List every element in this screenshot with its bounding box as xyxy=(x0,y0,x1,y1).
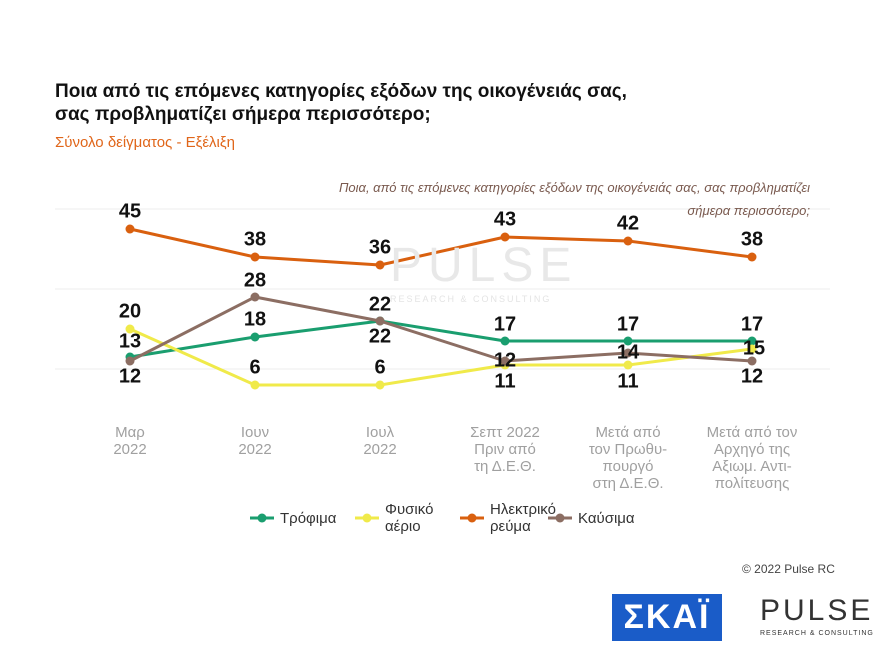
data-label: 12 xyxy=(494,349,516,371)
point xyxy=(623,236,633,246)
data-label: 11 xyxy=(494,370,515,392)
data-label: 45 xyxy=(119,200,141,222)
legend-label: Καύσιμα xyxy=(578,509,635,527)
series-line xyxy=(129,227,753,267)
chart-title: Ποια από τις επόμενες κατηγορίες εξόδων … xyxy=(55,81,627,125)
x-tick-label: Μετά από τον Αρχηγό της Αξιωμ. Αντι- πολ… xyxy=(706,424,798,492)
data-label: 38 xyxy=(244,228,266,250)
data-label: 15 xyxy=(743,337,765,359)
point xyxy=(623,348,633,358)
x-tick-label: Ιουλ 2022 xyxy=(363,424,397,458)
point xyxy=(500,232,510,242)
data-label: 17 xyxy=(741,313,763,335)
data-label: 36 xyxy=(369,236,391,258)
legend-swatch-dot xyxy=(467,513,477,523)
point xyxy=(747,356,757,366)
copyright: © 2022 Pulse RC xyxy=(742,562,835,576)
point xyxy=(747,252,757,262)
legend-swatch-dot xyxy=(362,513,372,523)
point xyxy=(375,260,385,270)
data-label: 42 xyxy=(617,212,639,234)
data-label: 22 xyxy=(369,325,391,347)
pulse-tagline: RESEARCH & CONSULTING xyxy=(760,630,874,637)
point xyxy=(623,360,633,370)
point xyxy=(250,292,260,302)
data-label: 6 xyxy=(374,356,385,378)
point xyxy=(125,356,135,366)
legend-swatch-dot xyxy=(257,513,267,523)
data-label: 12 xyxy=(741,365,763,387)
chart-subtitle: Σύνολο δείγματος - Εξέλιξη xyxy=(55,134,235,151)
point xyxy=(250,380,260,390)
skai-logo: ΣΚΑΪ xyxy=(612,594,722,641)
point xyxy=(500,336,510,346)
data-label: 28 xyxy=(244,269,266,291)
data-label: 12 xyxy=(119,365,141,387)
data-label: 18 xyxy=(244,308,266,330)
watermark: PULSE xyxy=(390,239,578,292)
point xyxy=(500,356,510,366)
data-label: 20 xyxy=(119,300,141,322)
point xyxy=(375,380,385,390)
data-label: 17 xyxy=(617,313,639,335)
point xyxy=(125,324,135,334)
legend-label: Τρόφιμα xyxy=(280,509,337,527)
watermark-tagline: RESEARCH & CONSULTING xyxy=(390,294,552,304)
point xyxy=(250,332,260,342)
data-label: 11 xyxy=(617,370,638,392)
legend-label: Φυσικό αέριο xyxy=(385,501,434,535)
point xyxy=(250,252,260,262)
legend-label: Ηλεκτρικό ρεύμα xyxy=(490,501,556,535)
pulse-logo: PULSE xyxy=(760,594,874,627)
data-label: 43 xyxy=(494,208,516,230)
data-label: 17 xyxy=(494,313,516,335)
point xyxy=(747,336,757,346)
point xyxy=(125,224,135,234)
annotation: Ποια, από τις επόμενες κατηγορίες εξόδων… xyxy=(339,180,810,218)
point xyxy=(623,336,633,346)
point xyxy=(747,344,757,354)
legend-swatch-dot xyxy=(555,513,565,523)
series-line xyxy=(129,327,753,387)
data-label: 38 xyxy=(741,228,763,250)
series-line xyxy=(129,319,752,359)
data-label: 22 xyxy=(369,293,391,315)
x-tick-label: Σεπτ 2022 Πριν από τη Δ.Ε.Θ. xyxy=(470,424,540,475)
x-tick-label: Μετά από τον Πρωθυ- πουργό στη Δ.Ε.Θ. xyxy=(588,424,668,492)
series-line xyxy=(129,295,753,363)
data-label: 6 xyxy=(249,356,260,378)
x-tick-label: Μαρ 2022 xyxy=(113,424,147,458)
data-label: 13 xyxy=(119,330,141,352)
x-tick-label: Ιουν 2022 xyxy=(238,424,272,458)
point xyxy=(375,316,385,326)
data-label: 14 xyxy=(617,341,640,363)
